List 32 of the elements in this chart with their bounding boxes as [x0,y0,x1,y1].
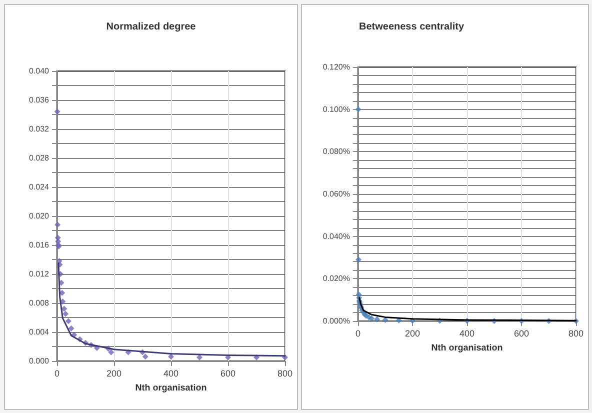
y-tick-label: 0.016 [28,240,50,250]
y-tick-label: 0.080% [322,147,350,156]
x-tick-label: 200 [404,328,420,338]
y-tick-label: 0.020 [28,212,50,220]
y-tick-label: 0.100% [322,104,350,114]
y-tick-label: 0.036 [28,96,50,104]
y-tick-label: 0.000 [28,356,50,366]
y-tick-label: 0.020% [322,274,350,284]
x-tick-label: 800 [568,328,584,338]
x-axis-title: Nth organisation [431,342,503,352]
x-tick-label: 800 [277,368,293,378]
y-tick-label: 0.004 [28,328,50,336]
y-tick-label: 0.028 [28,154,50,162]
x-tick-label: 200 [106,368,122,378]
y-tick-label: 0.024 [28,182,50,192]
y-tick-label: 0.120% [322,62,350,72]
y-tick-label: 0.060% [322,190,350,198]
y-tick-label: 0.012 [28,270,50,278]
y-tick-label: 0.000% [322,316,350,326]
y-tick-label: 0.040% [322,232,350,241]
chart-title: Normalized degree [106,22,196,32]
x-tick-label: 600 [514,328,530,338]
x-axis-title: Nth organisation [135,382,207,392]
y-tick-label: 0.008 [28,298,50,308]
y-tick-label: 0.040 [28,66,50,76]
y-tick-label: 0.032 [28,124,50,134]
x-tick-label: 0 [54,368,60,378]
x-tick-label: 0 [355,328,361,338]
x-tick-label: 400 [459,328,475,338]
x-tick-label: 400 [163,368,179,378]
x-tick-label: 600 [220,368,236,378]
chart-title: Betweeness centrality [359,22,464,32]
